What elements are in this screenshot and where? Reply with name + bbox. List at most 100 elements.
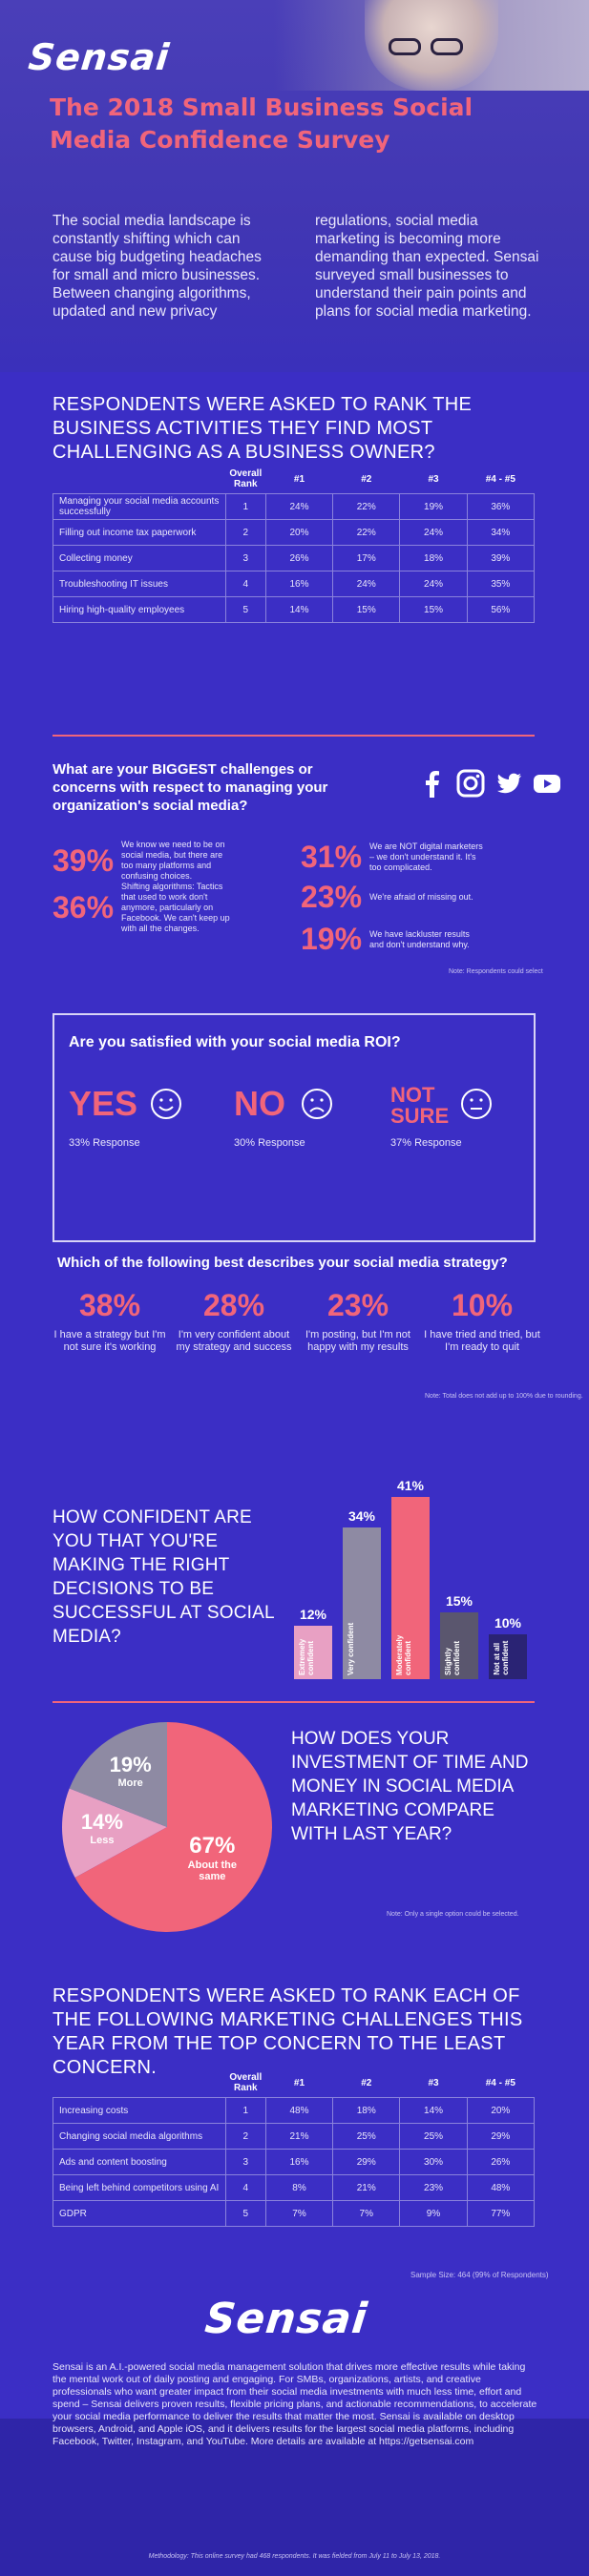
pct-cell: 25%	[332, 2123, 401, 2150]
rank-cell: 2	[224, 519, 266, 546]
pie-value-label: 67%	[189, 1832, 236, 1859]
stat-percent: 19%	[301, 922, 363, 956]
bar-category-label: Extremely confident	[298, 1638, 315, 1675]
activity-cell: Collecting money	[53, 545, 226, 571]
pct-cell: 7%	[264, 2200, 334, 2227]
column-header: Overall Rank	[229, 2072, 263, 2093]
pct-cell: 19%	[399, 493, 468, 520]
pct-cell: 16%	[264, 571, 334, 597]
table-row: Ads and content boosting 3 16% 29% 30% 2…	[53, 2149, 536, 2175]
pie-slice	[62, 1788, 167, 1878]
table-header-row: Overall Rank #1 #2 #3 #4 - #5	[53, 465, 535, 494]
pct-cell: 24%	[399, 571, 468, 597]
neutral-face-icon	[461, 1089, 492, 1119]
challenges-title: What are your BIGGEST challenges or conc…	[53, 761, 328, 814]
challenge-stat: 23% We're afraid of missing out.	[301, 880, 484, 915]
activity-header	[53, 465, 226, 494]
activity-cell: Troubleshooting IT issues	[53, 571, 226, 597]
activity-cell: Filling out income tax paperwork	[53, 519, 226, 546]
strategy-text: I'm posting, but I'm not happy with my r…	[305, 1329, 410, 1353]
bar-value-label: 41%	[396, 1477, 425, 1493]
table-row: GDPR 5 7% 7% 9% 77%	[53, 2200, 536, 2227]
pct-cell: 20%	[466, 2097, 536, 2124]
column-header: #2	[361, 473, 372, 485]
bar-value-label: 34%	[347, 1508, 376, 1525]
pct-cell: 22%	[332, 493, 401, 520]
investment-pie-chart	[62, 1722, 272, 1932]
stat-percent: 36%	[53, 890, 115, 924]
roi-answer-yes: YES	[69, 1087, 221, 1121]
strategy-percent: 10%	[451, 1288, 514, 1322]
table-row: Being left behind competitors using AI 4…	[53, 2174, 536, 2201]
rank-cell: 3	[224, 2149, 266, 2175]
activity-cell: Being left behind competitors using AI	[53, 2174, 226, 2201]
bar-category-label: Slightly confident	[444, 1641, 461, 1675]
pct-cell: 18%	[399, 545, 468, 571]
stat-text: We know we need to be on social media, b…	[121, 840, 225, 881]
strategy-title: Which of the following best describes yo…	[57, 1255, 508, 1271]
roi-answer-label: NO	[234, 1084, 285, 1123]
rank-cell: 1	[224, 2097, 266, 2124]
strategy-item: 28% I'm very confident about my strategy…	[172, 1288, 296, 1354]
pct-cell: 48%	[466, 2174, 536, 2201]
strategy-item: 23% I'm posting, but I'm not happy with …	[296, 1288, 420, 1354]
investment-note: Note: Only a single option could be sele…	[387, 1911, 519, 1918]
pct-cell: 23%	[399, 2174, 468, 2201]
rank-cell: 4	[224, 571, 266, 597]
activity-cell: Managing your social media accounts succ…	[53, 493, 226, 520]
roi-box: Are you satisfied with your social media…	[53, 1013, 536, 1242]
column-header: #3	[428, 2077, 439, 2088]
strategy-item: 38% I have a strategy but I'm not sure i…	[48, 1288, 172, 1354]
pct-cell: 21%	[264, 2123, 334, 2150]
roi-answer-no: NO	[234, 1087, 387, 1121]
pct-cell: 26%	[264, 545, 334, 571]
pct-cell: 9%	[399, 2200, 468, 2227]
bar	[294, 1626, 332, 1679]
pct-cell: 18%	[332, 2097, 401, 2124]
pie-label: 67% About the same	[174, 1833, 250, 1882]
pie-slice	[74, 1722, 272, 1932]
pct-cell: 34%	[466, 519, 536, 546]
pct-cell: 20%	[264, 519, 334, 546]
footer-band	[0, 2419, 589, 2576]
column-header: #1	[293, 473, 305, 485]
divider	[53, 1701, 535, 1703]
strategy-item: 10% I have tried and tried, but I'm read…	[420, 1288, 544, 1354]
pct-cell: 29%	[466, 2123, 536, 2150]
roi-response: 33% Response	[69, 1137, 140, 1149]
pct-cell: 56%	[466, 596, 536, 623]
activity-cell: Ads and content boosting	[53, 2149, 226, 2175]
strategy-text: I have a strategy but I'm not sure it's …	[53, 1329, 166, 1353]
column-header: #2	[361, 2077, 372, 2088]
bar-value-label: 12%	[299, 1607, 327, 1622]
pct-cell: 35%	[466, 571, 536, 597]
about-text: Sensai is an A.I.-powered social media m…	[53, 2361, 537, 2447]
divider	[53, 735, 535, 737]
pct-cell: 22%	[332, 519, 401, 546]
rank-cell: 2	[224, 2123, 266, 2150]
roi-answer-not-sure: NOT SURE	[390, 1085, 457, 1127]
rank-cell: 3	[224, 545, 266, 571]
page-title: The 2018 Small Business Social Media Con…	[50, 93, 473, 154]
pie-value-label: 14%	[80, 1810, 123, 1835]
pct-cell: 24%	[264, 493, 334, 520]
roi-response: 30% Response	[234, 1137, 305, 1149]
intro-right: regulations, social media marketing is b…	[315, 213, 539, 320]
pct-cell: 30%	[399, 2149, 468, 2175]
pct-cell: 15%	[399, 596, 468, 623]
strategy-percent: 38%	[78, 1288, 141, 1322]
frown-face-icon	[302, 1089, 332, 1119]
pct-cell: 17%	[332, 545, 401, 571]
pct-cell: 24%	[399, 519, 468, 546]
pct-cell: 8%	[264, 2174, 334, 2201]
table-header-row: Overall Rank #1 #2 #3 #4 - #5	[53, 2068, 535, 2098]
strategy-percent: 23%	[326, 1288, 389, 1322]
glasses-image	[389, 38, 465, 55]
table-row: Hiring high-quality employees 5 14% 15% …	[53, 596, 536, 623]
strategy-text: I'm very confident about my strategy and…	[176, 1329, 292, 1353]
pie-category-label: About the same	[187, 1859, 237, 1882]
marketing-challenges-title: RESPONDENTS WERE ASKED TO RANK EACH OF T…	[53, 1985, 523, 2078]
pct-cell: 26%	[466, 2149, 536, 2175]
bar-value-label: 15%	[445, 1593, 473, 1609]
pct-cell: 29%	[332, 2149, 401, 2175]
